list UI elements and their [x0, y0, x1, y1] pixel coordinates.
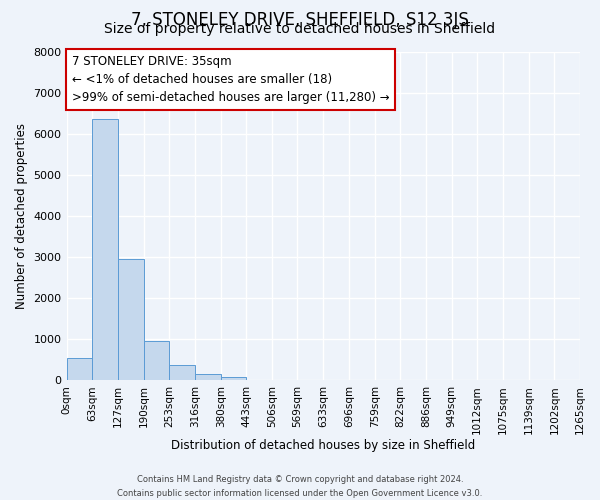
Text: Contains HM Land Registry data © Crown copyright and database right 2024.
Contai: Contains HM Land Registry data © Crown c… [118, 476, 482, 498]
Text: 7, STONELEY DRIVE, SHEFFIELD, S12 3JS: 7, STONELEY DRIVE, SHEFFIELD, S12 3JS [131, 11, 469, 29]
Bar [118, 259, 143, 380]
Bar [169, 364, 195, 380]
Text: Size of property relative to detached houses in Sheffield: Size of property relative to detached ho… [104, 22, 496, 36]
Y-axis label: Number of detached properties: Number of detached properties [15, 123, 28, 309]
X-axis label: Distribution of detached houses by size in Sheffield: Distribution of detached houses by size … [171, 440, 475, 452]
Bar [195, 374, 221, 380]
Bar [221, 377, 247, 380]
Bar [92, 120, 118, 380]
Bar [67, 358, 92, 380]
Text: 7 STONELEY DRIVE: 35sqm
← <1% of detached houses are smaller (18)
>99% of semi-d: 7 STONELEY DRIVE: 35sqm ← <1% of detache… [71, 55, 389, 104]
Bar [143, 342, 169, 380]
